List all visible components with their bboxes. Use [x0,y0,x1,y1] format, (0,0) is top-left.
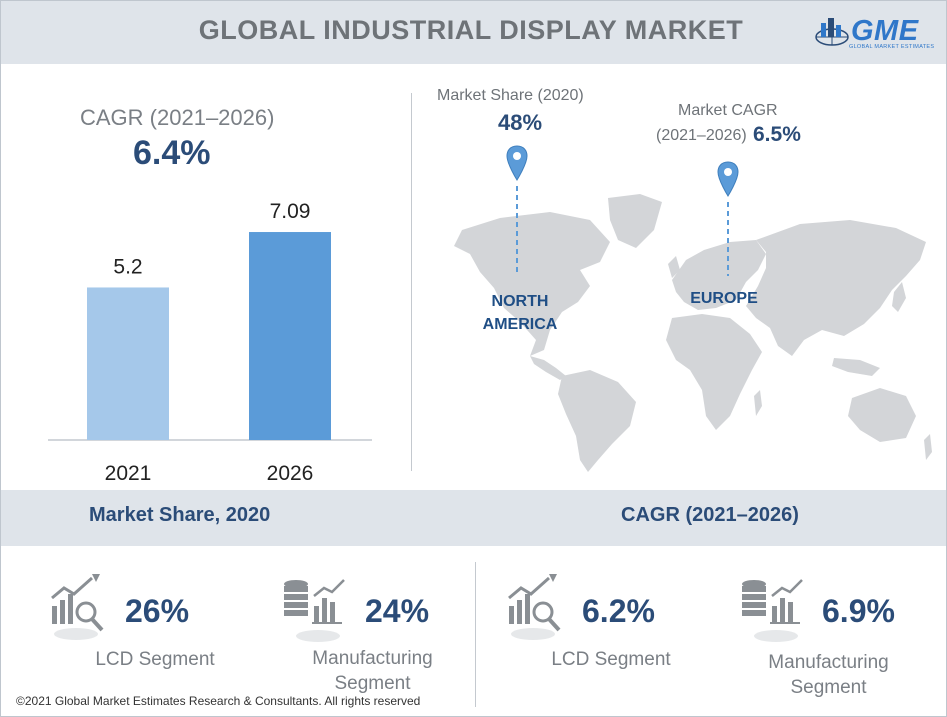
logo-subtext: GLOBAL MARKET ESTIMATES [849,44,935,50]
gme-logo: GME GLOBAL MARKET ESTIMATES [813,15,935,55]
australia-shape [848,388,916,442]
madagascar-shape [754,390,762,416]
na-share-label: Market Share (2020) [437,87,584,104]
na-map-pin-icon [506,145,528,276]
share-lcd-label: LCD Segment [95,649,215,670]
growth-chart-magnifier-icon [51,574,104,640]
market-share-heading: Market Share, 2020 [89,504,271,526]
label-line: Manufacturing [312,648,433,669]
market-size-bar-chart: 5.2 2021 7.09 2026 [48,200,372,485]
logo-text: GME [851,15,919,47]
central-america-shape [530,356,566,380]
cagr-heading: CAGR (2021–2026) [621,504,799,526]
page-title: GLOBAL INDUSTRIAL DISPLAY MARKET [198,15,744,45]
x-tick-label: 2026 [267,462,314,485]
share-lcd-value: 26% [125,593,190,629]
africa-shape [666,314,762,430]
label-line: Segment [334,673,411,694]
eu-cagr-label: Market CAGR [678,102,778,119]
section-band: Market Share, 2020 CAGR (2021–2026) [1,490,946,546]
new-zealand-shape [924,434,932,460]
label-line: Manufacturing [768,652,889,673]
copyright-footer: ©2021 Global Market Estimates Research &… [16,694,421,708]
north-america-label: NORTH AMERICA [470,290,570,336]
europe-shape [672,240,766,310]
uk-shape [668,256,680,278]
bottom-divider [475,562,476,707]
database-chart-icon [284,579,345,642]
label-line: Segment [790,677,867,698]
cagr-mfg-label: Manufacturing Segment [746,650,911,700]
region-line: AMERICA [482,316,558,333]
bar-2021 [87,287,169,440]
x-tick-label: 2021 [105,462,152,485]
north-america-shape [454,212,610,356]
world-map [454,194,932,472]
bar-2026 [249,232,331,440]
region-line: NORTH [491,293,549,310]
eu-cagr-value: 6.5% [753,123,801,146]
asia-shape [746,220,926,356]
south-america-shape [558,370,636,472]
europe-label: EUROPE [690,290,758,307]
greenland-shape [608,194,662,248]
cagr-label: CAGR (2021–2026) [80,105,275,130]
bar-value-label: 5.2 [113,255,142,278]
eu-cagr-period: (2021–2026) [656,127,747,144]
vertical-divider [411,93,412,471]
cagr-mfg-value: 6.9% [822,593,895,629]
eu-map-pin-icon [717,161,739,276]
share-mfg-value: 24% [365,593,430,629]
header-bar: GLOBAL INDUSTRIAL DISPLAY MARKET GME GLO… [1,1,946,64]
globe-building-icon [815,18,849,46]
share-mfg-label: Manufacturing Segment [290,646,455,696]
cagr-value: 6.4% [133,134,211,172]
cagr-lcd-value: 6.2% [582,593,655,629]
southeast-asia-shape [832,358,880,376]
bar-value-label: 7.09 [270,200,311,223]
cagr-lcd-label: LCD Segment [551,649,671,670]
growth-chart-magnifier-icon [508,574,561,640]
japan-shape [892,282,906,312]
database-chart-icon [742,579,803,642]
na-share-value: 48% [498,110,543,135]
